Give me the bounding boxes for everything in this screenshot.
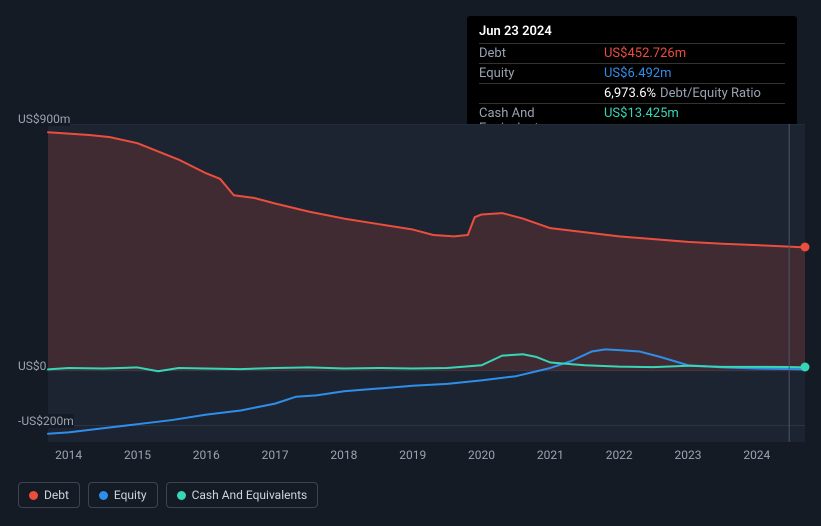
legend-item-label: Equity [114,488,147,502]
legend-item-label: Cash And Equivalents [192,488,308,502]
legend-item-label: Debt [44,488,69,502]
y-axis-label: -US$200m [18,414,74,428]
legend-dot-icon [177,491,186,500]
tooltip-row-value: US$6.492m [604,66,672,81]
y-axis-label: US$0 [18,359,46,373]
x-axis-label: 2014 [55,448,82,462]
x-axis-label: 2017 [262,448,289,462]
debt-equity-chart: 2014201520162017201820192020202120222023… [18,124,805,442]
x-axis-label: 2015 [124,448,151,462]
chart-legend: Debt Equity Cash And Equivalents [18,482,318,508]
tooltip-row-label: Equity [479,66,604,81]
x-axis-label: 2020 [468,448,495,462]
y-axis-label: US$900m [18,112,70,126]
tooltip-row: EquityUS$6.492m [479,63,785,83]
tooltip-row-label: Debt [479,46,604,61]
legend-item[interactable]: Debt [18,482,80,508]
tooltip-row: DebtUS$452.726m [479,43,785,63]
x-axis-label: 2018 [330,448,357,462]
legend-dot-icon [99,491,108,500]
x-axis-label: 2019 [399,448,426,462]
tooltip-row-extra: Debt/Equity Ratio [660,86,761,101]
tooltip-row: 6,973.6% Debt/Equity Ratio [479,83,785,103]
legend-item[interactable]: Equity [88,482,158,508]
legend-dot-icon [29,491,38,500]
legend-item[interactable]: Cash And Equivalents [166,482,319,508]
tooltip-row-value: US$452.726m [604,46,686,61]
x-axis-label: 2023 [675,448,702,462]
tooltip-row-label [479,86,604,101]
x-axis-label: 2022 [606,448,633,462]
series-end-marker [801,363,810,372]
x-axis-label: 2021 [537,448,564,462]
x-axis-label: 2024 [743,448,770,462]
x-axis-label: 2016 [193,448,220,462]
tooltip-row-value: 6,973.6% [604,86,656,101]
series-end-marker [801,243,810,252]
chart-plot [18,124,805,442]
tooltip-date: Jun 23 2024 [479,24,785,43]
